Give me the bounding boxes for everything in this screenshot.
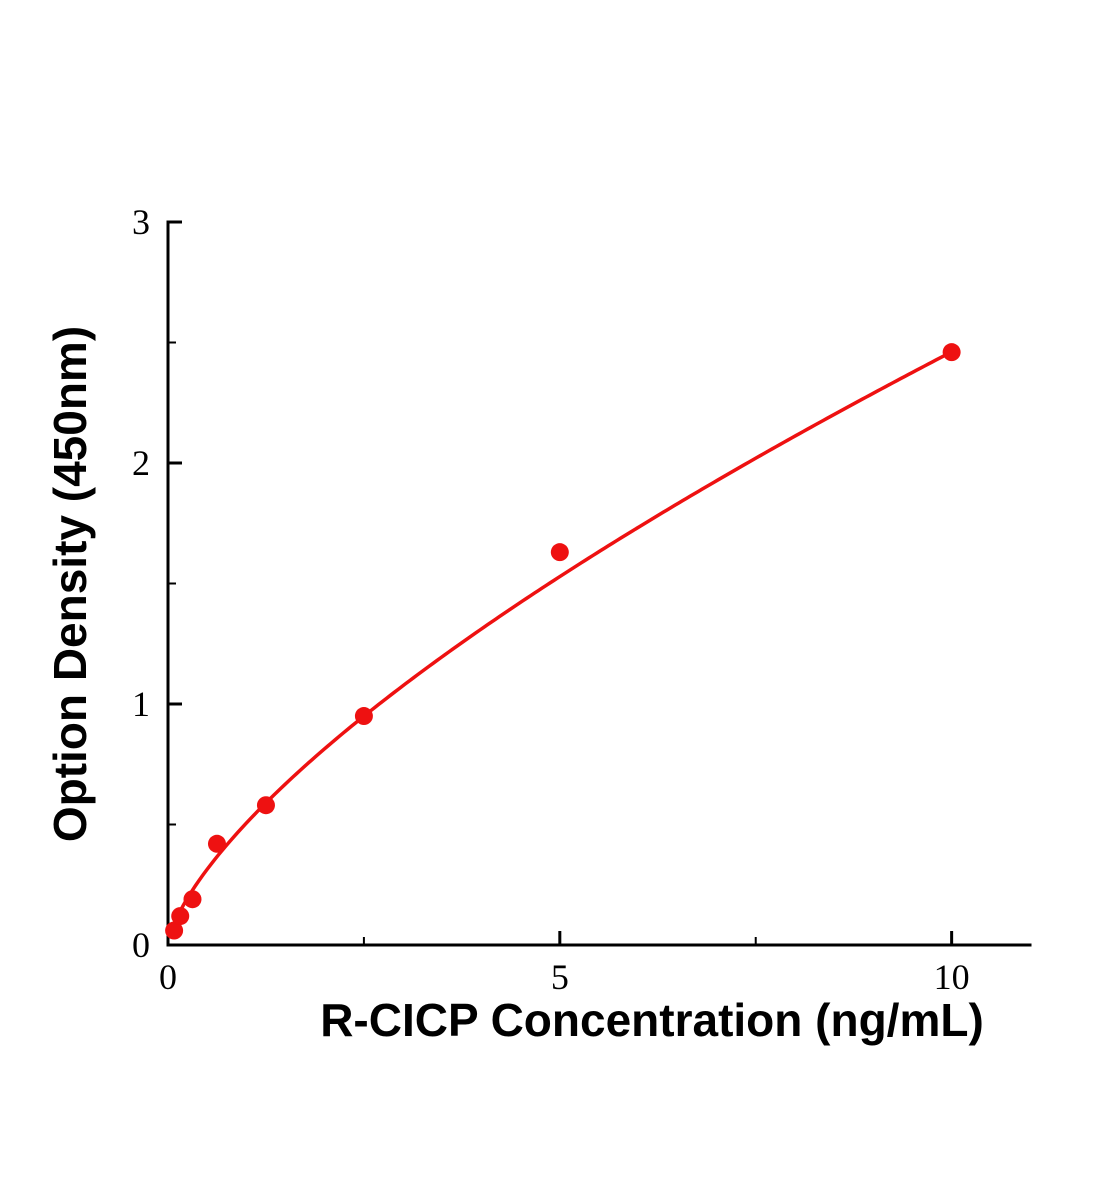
data-point [207, 834, 226, 853]
y-tick-label: 2 [132, 443, 150, 483]
x-axis-label: R-CICP Concentration (ng/mL) [320, 994, 984, 1046]
data-point [256, 796, 275, 815]
data-point [942, 343, 961, 362]
y-tick-label: 1 [132, 684, 150, 724]
fit-curve [170, 350, 954, 932]
data-point [183, 890, 202, 909]
y-axis-label: Option Density (450nm) [44, 326, 96, 842]
x-tick-label: 10 [934, 957, 970, 997]
data-point [550, 543, 569, 562]
y-tick-label: 0 [132, 925, 150, 965]
y-tick-label: 3 [132, 202, 150, 242]
data-point [165, 921, 184, 940]
x-tick-label: 5 [551, 957, 569, 997]
x-tick-label: 0 [159, 957, 177, 997]
data-point [171, 907, 190, 926]
data-point [354, 707, 373, 726]
